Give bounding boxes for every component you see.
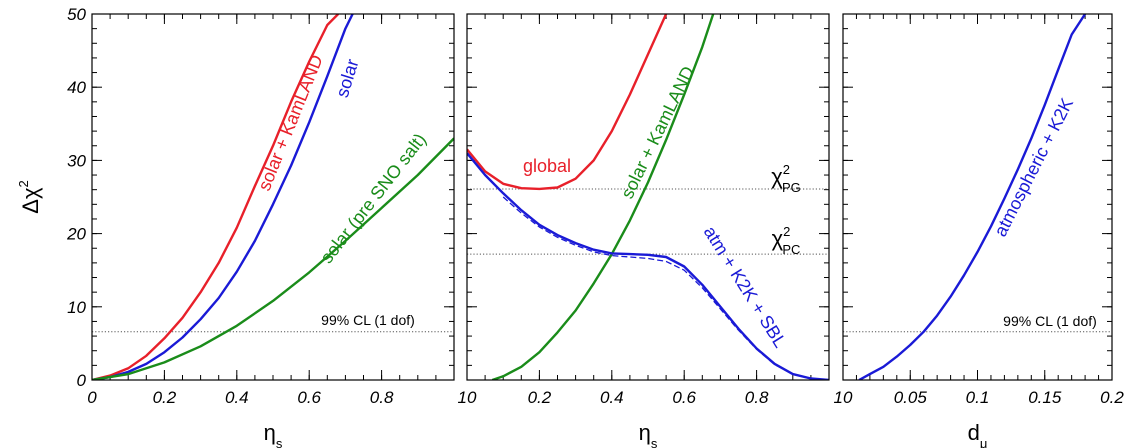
series-label: solar — [332, 57, 363, 100]
x-tick-label: 0.6 — [297, 388, 321, 407]
curves — [467, 14, 829, 380]
y-tick-label: 40 — [67, 78, 86, 97]
x-tick-label: 0.15 — [1028, 388, 1062, 407]
reference-line-label: χ2 PG — [771, 162, 801, 195]
y-tick-label: 50 — [67, 5, 86, 24]
plot-frame — [91, 13, 455, 381]
x-tick-label: 10 — [458, 388, 477, 407]
x-axis-label: ηs — [264, 420, 283, 448]
series-line — [92, 137, 454, 380]
x-tick-label: 0.4 — [600, 388, 624, 407]
reference-line-label: 99% CL (1 dof) — [1003, 313, 1097, 329]
y-tick-label: 10 — [67, 298, 86, 317]
plot-frame — [466, 13, 830, 381]
x-tick-label: 0.4 — [225, 388, 249, 407]
panel-left: 0 0.2 0.4 0.6 0.8 0 10 20 30 40 50 99% CL (1 dof) ηs… — [16, 5, 455, 448]
x-tick-label: 0.2 — [528, 388, 552, 407]
series-label: solar (pre SNO salt) — [316, 129, 430, 267]
series-line — [467, 152, 829, 380]
panel-right: 10 0.05 0.1 0.15 0.2 99% CL (1 dof) dμ — [834, 13, 1124, 448]
x-tick-label: 0.8 — [745, 388, 769, 407]
series-label: atmospheric + K2K — [990, 95, 1077, 240]
x-tick-label: 0.2 — [153, 388, 177, 407]
series-line — [92, 14, 354, 380]
x-axis-label: dμ — [968, 420, 988, 448]
series-line — [467, 14, 668, 191]
reference-line-label: 99% CL (1 dof) — [321, 312, 415, 328]
y-tick-label: 0 — [77, 371, 87, 390]
series-label: solar + KamLAND — [254, 52, 327, 194]
x-tick-label: 0.05 — [894, 388, 928, 407]
series-label: global — [523, 156, 571, 176]
series-line — [92, 14, 340, 380]
x-tick-label: 10 — [834, 388, 853, 407]
panel-middle: 10 0.2 0.4 0.6 0.8 χ2 PG χ2 PC ηs — [458, 13, 830, 448]
y-axis-label: Δχ2 — [16, 180, 43, 213]
series-line-dashed — [502, 196, 794, 375]
curves — [92, 14, 454, 380]
x-tick-label: 0.1 — [966, 388, 990, 407]
x-axis-label: ηs — [639, 420, 658, 448]
x-tick-label: 0.2 — [1100, 388, 1124, 407]
plot-frame — [842, 13, 1113, 381]
y-tick-label: 30 — [67, 151, 86, 170]
curves — [858, 14, 1087, 380]
series-line — [858, 14, 1087, 380]
x-tick-label: 0.6 — [672, 388, 696, 407]
x-tick-label: 0.8 — [370, 388, 394, 407]
series-line — [491, 14, 715, 380]
series-label: solar + KamLAND — [617, 63, 698, 202]
reference-line-label: χ2 PC — [772, 224, 801, 257]
y-tick-label: 20 — [66, 225, 86, 244]
x-tick-label: 0 — [87, 388, 97, 407]
